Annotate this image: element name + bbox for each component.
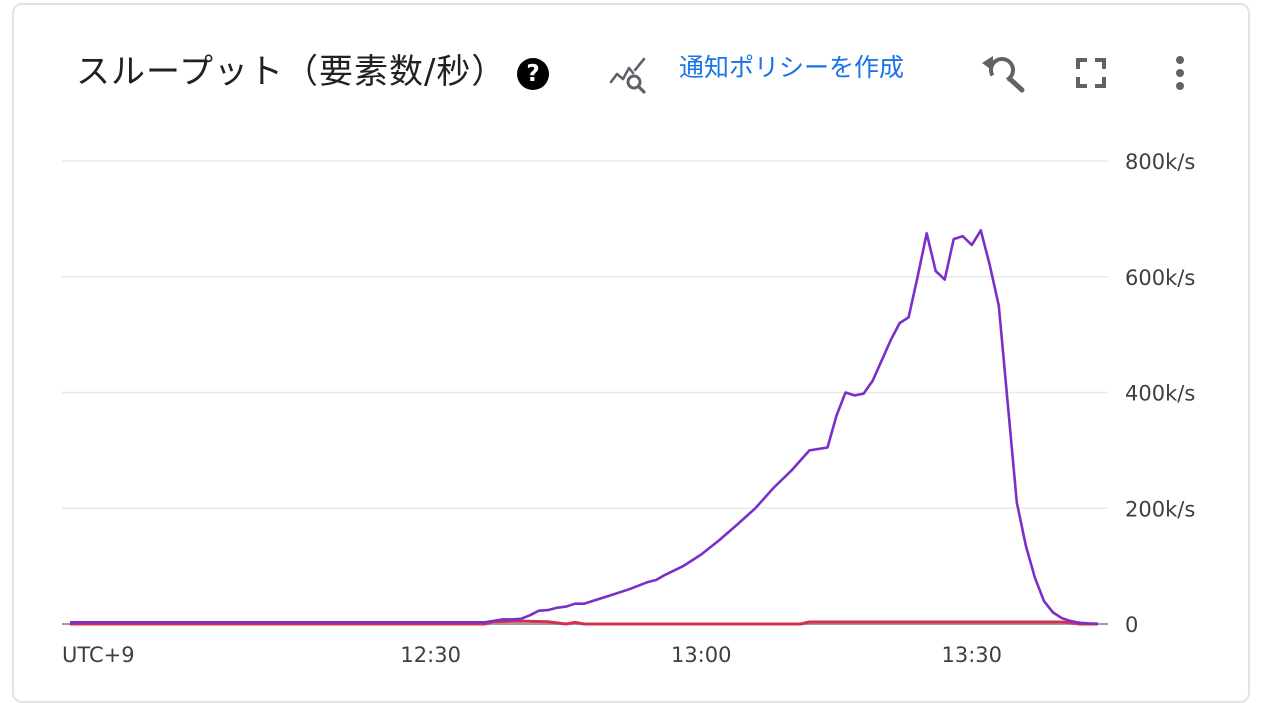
y-tick-label: 0 — [1125, 613, 1138, 637]
fullscreen-icon[interactable] — [1074, 56, 1108, 90]
y-axis-ticks: 0 200k/s 400k/s 600k/s 800k/s — [1125, 150, 1195, 637]
y-tick-label: 400k/s — [1125, 382, 1195, 406]
x-axis-ticks: UTC+9 12:30 13:00 13:30 — [62, 643, 1002, 667]
series-line — [70, 619, 1098, 626]
y-tick-label: 800k/s — [1125, 150, 1195, 174]
reset-zoom-icon[interactable] — [980, 50, 1030, 94]
timezone-label: UTC+9 — [62, 643, 135, 667]
x-tick-label: 12:30 — [400, 643, 461, 667]
more-vert-icon[interactable] — [1166, 54, 1194, 94]
chart-alert-icon[interactable] — [608, 56, 652, 96]
create-alert-policy-link[interactable]: 通知ポリシーを作成 — [679, 53, 905, 82]
chart-title: スループット（要素数/秒） — [76, 52, 507, 92]
y-tick-label: 600k/s — [1125, 266, 1195, 290]
chart-card — [12, 3, 1250, 703]
x-tick-label: 13:30 — [941, 643, 1002, 667]
help-circle-icon[interactable]: ? — [517, 58, 549, 90]
x-tick-label: 13:00 — [671, 643, 732, 667]
series-lines — [70, 229, 1099, 626]
y-tick-label: 200k/s — [1125, 497, 1195, 521]
throughput-line-chart: 0 200k/s 400k/s 600k/s 800k/s UTC+9 12:30 13:0… — [62, 150, 1195, 667]
gridlines — [62, 160, 1108, 625]
series-line — [70, 229, 1099, 625]
